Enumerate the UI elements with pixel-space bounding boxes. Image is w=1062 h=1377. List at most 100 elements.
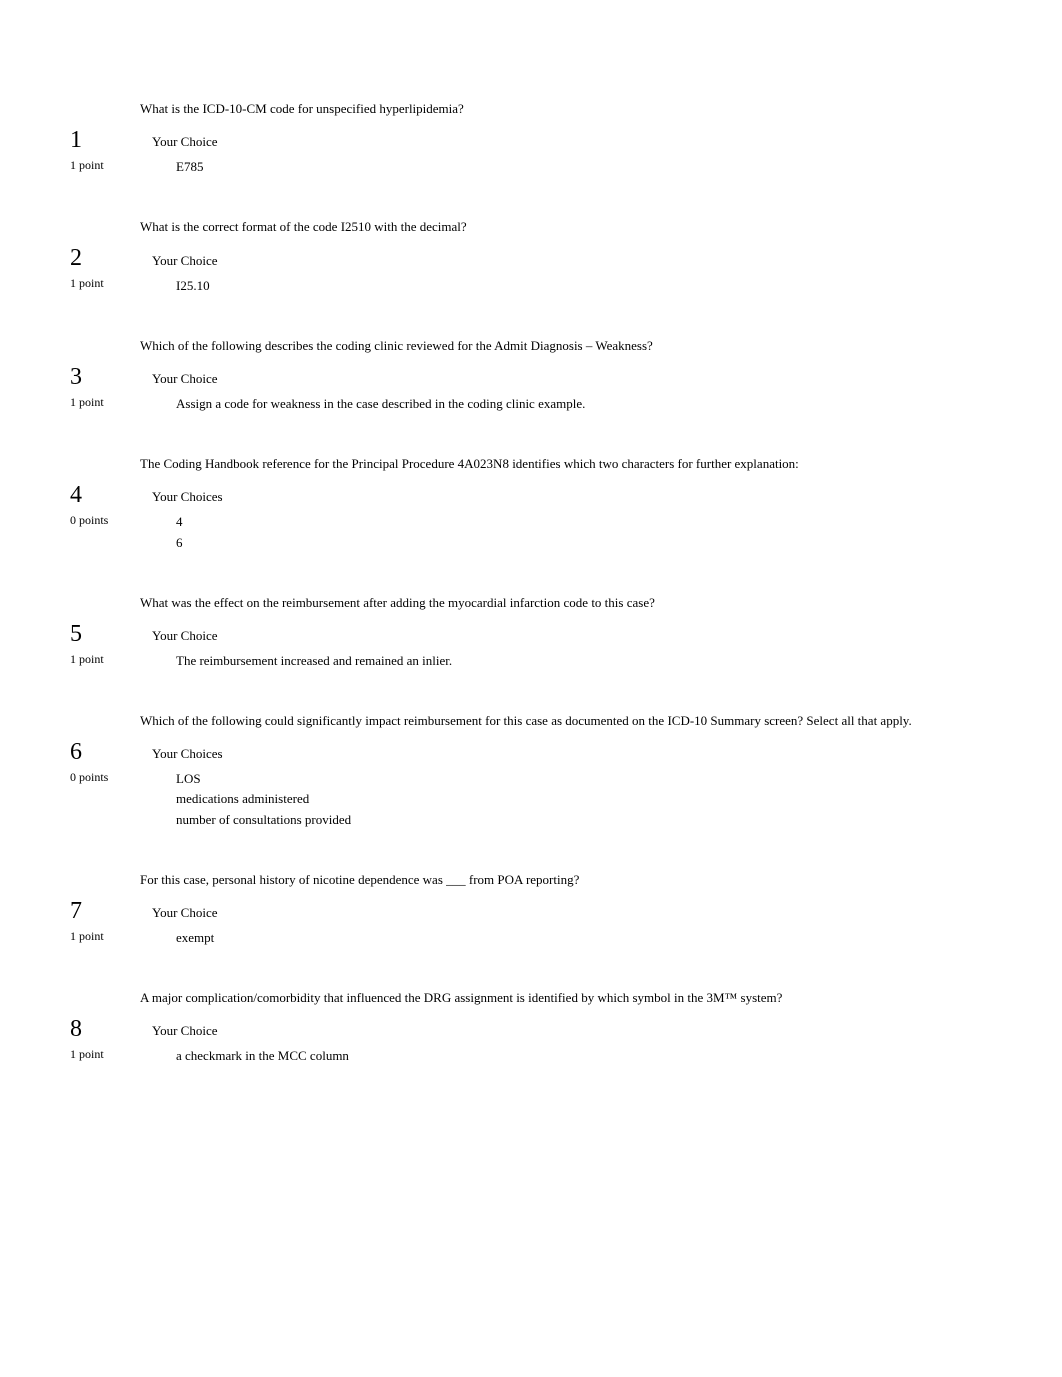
question-content: Which of the following could significant… [140, 712, 1012, 831]
choice-text: The reimbursement increased and remained… [176, 652, 452, 670]
question-number: 3 [70, 365, 82, 389]
question-number-column: 11 point [70, 128, 140, 173]
choice-row: The reimbursement increased and remained… [140, 652, 1012, 670]
choice-row: LOS [140, 770, 1012, 788]
choice-row: a checkmark in the MCC column [140, 1047, 1012, 1065]
choice-text: exempt [176, 929, 214, 947]
choice-text: E785 [176, 158, 203, 176]
question-text: The Coding Handbook reference for the Pr… [140, 455, 1012, 473]
question-marker-icon [50, 365, 70, 393]
choice-text: 6 [176, 534, 183, 552]
question-marker-icon [50, 128, 70, 156]
choice-marker-icon [152, 395, 176, 396]
question-number: 4 [70, 483, 82, 507]
question-number-column: 8 1 point [70, 1017, 140, 1062]
question-left-column: 6 0 points [50, 712, 140, 831]
question-block: 7 1 point For this case, personal history … [50, 871, 1012, 949]
choice-row: medications administered [140, 790, 1012, 808]
question-points: 1 point [70, 276, 104, 291]
choice-header: Your Choice [140, 134, 1012, 150]
question-left-column: 7 1 point [50, 871, 140, 949]
question-block: 4 0 points The Coding Handbook reference f… [50, 455, 1012, 554]
question-number-column: 6 0 points [70, 740, 140, 785]
choice-text: LOS [176, 770, 201, 788]
choice-text: 4 [176, 513, 183, 531]
question-marker-icon [50, 622, 70, 650]
question-block: 6 0 points Which of the following could si… [50, 712, 1012, 831]
question-marker-icon [50, 899, 70, 927]
question-content: What was the effect on the reimbursement… [140, 594, 1012, 672]
question-text: What is the ICD-10-CM code for unspecifi… [140, 100, 1012, 118]
choice-marker-icon [152, 1047, 176, 1048]
choice-row: exempt [140, 929, 1012, 947]
question-left-column: 3 1 point [50, 337, 140, 415]
question-number: 1 [70, 128, 82, 152]
question-block: 5 1 point What was the effect on the reimb… [50, 594, 1012, 672]
question-left-column: 2 1 point [50, 218, 140, 296]
question-text: A major complication/comorbidity that in… [140, 989, 1012, 1007]
question-content: What is the correct format of the code I… [140, 218, 1012, 296]
choice-header: Your Choices [140, 746, 1012, 762]
question-text: Which of the following could significant… [140, 712, 1012, 730]
choice-header: Your Choices [140, 489, 1012, 505]
question-points: 1 point [70, 652, 104, 667]
question-text: Which of the following describes the cod… [140, 337, 1012, 355]
question-points: 0 points [70, 513, 108, 528]
choice-header: Your Choice [140, 1023, 1012, 1039]
choice-header: Your Choice [140, 371, 1012, 387]
question-content: The Coding Handbook reference for the Pr… [140, 455, 1012, 554]
question-points: 1 point [70, 395, 104, 410]
choice-row: I25.10 [140, 277, 1012, 295]
question-block: 11 pointWhat is the ICD-10-CM code for u… [50, 100, 1012, 178]
choice-text: I25.10 [176, 277, 210, 295]
choice-row: E785 [140, 158, 1012, 176]
choice-header: Your Choice [140, 905, 1012, 921]
question-text: For this case, personal history of nicot… [140, 871, 1012, 889]
choice-marker-icon [152, 811, 176, 812]
choice-row: 4 [140, 513, 1012, 531]
choice-marker-icon [152, 158, 176, 159]
question-content: Which of the following describes the cod… [140, 337, 1012, 415]
question-content: A major complication/comorbidity that in… [140, 989, 1012, 1067]
choice-marker-icon [152, 652, 176, 653]
choice-text: medications administered [176, 790, 309, 808]
question-text: What was the effect on the reimbursement… [140, 594, 1012, 612]
choice-text: Assign a code for weakness in the case d… [176, 395, 585, 413]
question-number-column: 5 1 point [70, 622, 140, 667]
question-content: For this case, personal history of nicot… [140, 871, 1012, 949]
question-marker-icon [50, 1017, 70, 1045]
question-marker-icon [50, 483, 70, 511]
choice-marker-icon [152, 790, 176, 791]
question-number: 5 [70, 622, 82, 646]
question-left-column: 4 0 points [50, 455, 140, 554]
question-number: 2 [70, 246, 82, 270]
question-number: 7 [70, 899, 82, 923]
question-text: What is the correct format of the code I… [140, 218, 1012, 236]
choice-row: 6 [140, 534, 1012, 552]
choice-text: number of consultations provided [176, 811, 351, 829]
question-number-column: 4 0 points [70, 483, 140, 528]
question-marker-icon [50, 246, 70, 274]
question-number-column: 7 1 point [70, 899, 140, 944]
question-marker-icon [50, 740, 70, 768]
question-points: 1 point [70, 929, 104, 944]
choice-marker-icon [152, 513, 176, 514]
question-left-column: 11 point [50, 100, 140, 178]
question-number-column: 2 1 point [70, 246, 140, 291]
question-number: 6 [70, 740, 82, 764]
choice-marker-icon [152, 277, 176, 278]
question-points: 0 points [70, 770, 108, 785]
choice-row: number of consultations provided [140, 811, 1012, 829]
question-left-column: 5 1 point [50, 594, 140, 672]
question-block: 3 1 point Which of the following describes… [50, 337, 1012, 415]
choice-marker-icon [152, 534, 176, 535]
question-points: 1 point [70, 1047, 104, 1062]
question-content: What is the ICD-10-CM code for unspecifi… [140, 100, 1012, 178]
question-left-column: 8 1 point [50, 989, 140, 1067]
choice-header: Your Choice [140, 628, 1012, 644]
choice-header: Your Choice [140, 253, 1012, 269]
choice-marker-icon [152, 770, 176, 771]
question-number: 8 [70, 1017, 82, 1041]
choice-text: a checkmark in the MCC column [176, 1047, 349, 1065]
question-block: 2 1 point What is the correct format of th… [50, 218, 1012, 296]
